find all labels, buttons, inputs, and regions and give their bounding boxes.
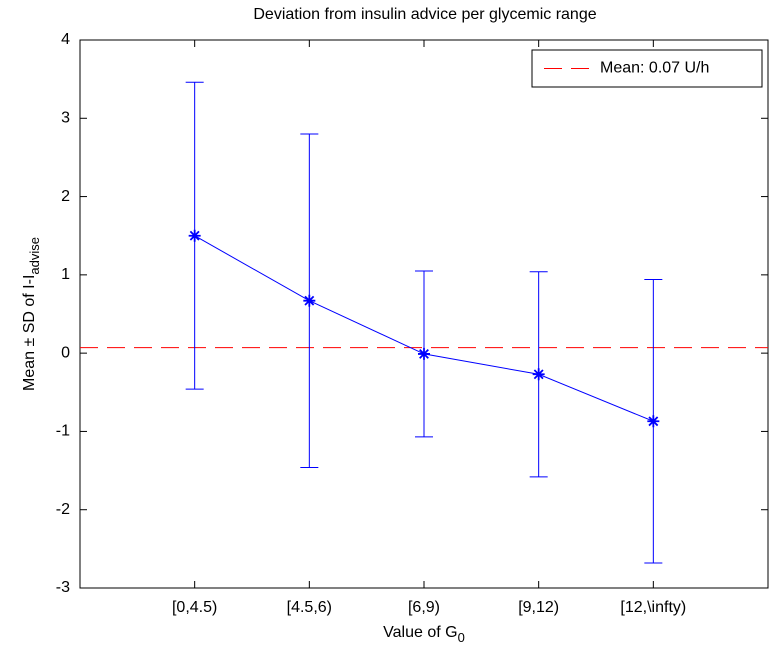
y-tick-label: -3	[56, 579, 70, 596]
y-tick-label: 1	[61, 266, 70, 283]
marker	[303, 294, 316, 307]
legend-box	[531, 49, 763, 88]
y-tick-label: 2	[61, 188, 70, 205]
y-tick-label: -1	[56, 423, 70, 440]
marker	[418, 347, 430, 360]
x-tick-label: [4.5,6)	[287, 599, 332, 616]
y-label-subscript: advise	[27, 237, 42, 275]
y-tick-label: -2	[56, 501, 70, 518]
y-tick-label: 0	[61, 344, 70, 361]
y-label-text: Mean ± SD of I-I	[21, 275, 38, 391]
y-tick-label: 4	[61, 31, 70, 48]
marker	[647, 415, 660, 428]
y-axis-label: Mean ± SD of I-Iadvise	[21, 237, 42, 391]
x-tick-label: [12,\infty)	[620, 599, 686, 616]
x-tick-label: [0,4.5)	[172, 599, 217, 616]
marker	[532, 368, 545, 381]
x-tick-label: [9,12)	[518, 599, 559, 616]
marker	[188, 229, 201, 242]
legend-label: Mean: 0.07 U/h	[600, 60, 709, 77]
y-tick-label: 3	[61, 110, 70, 127]
x-axis-label: Value of G0	[383, 624, 465, 645]
chart-title: Deviation from insulin advice per glycem…	[253, 6, 596, 23]
x-label-subscript: 0	[458, 630, 465, 645]
x-label-text: Value of G	[383, 624, 457, 641]
x-tick-label: [6,9)	[408, 599, 440, 616]
